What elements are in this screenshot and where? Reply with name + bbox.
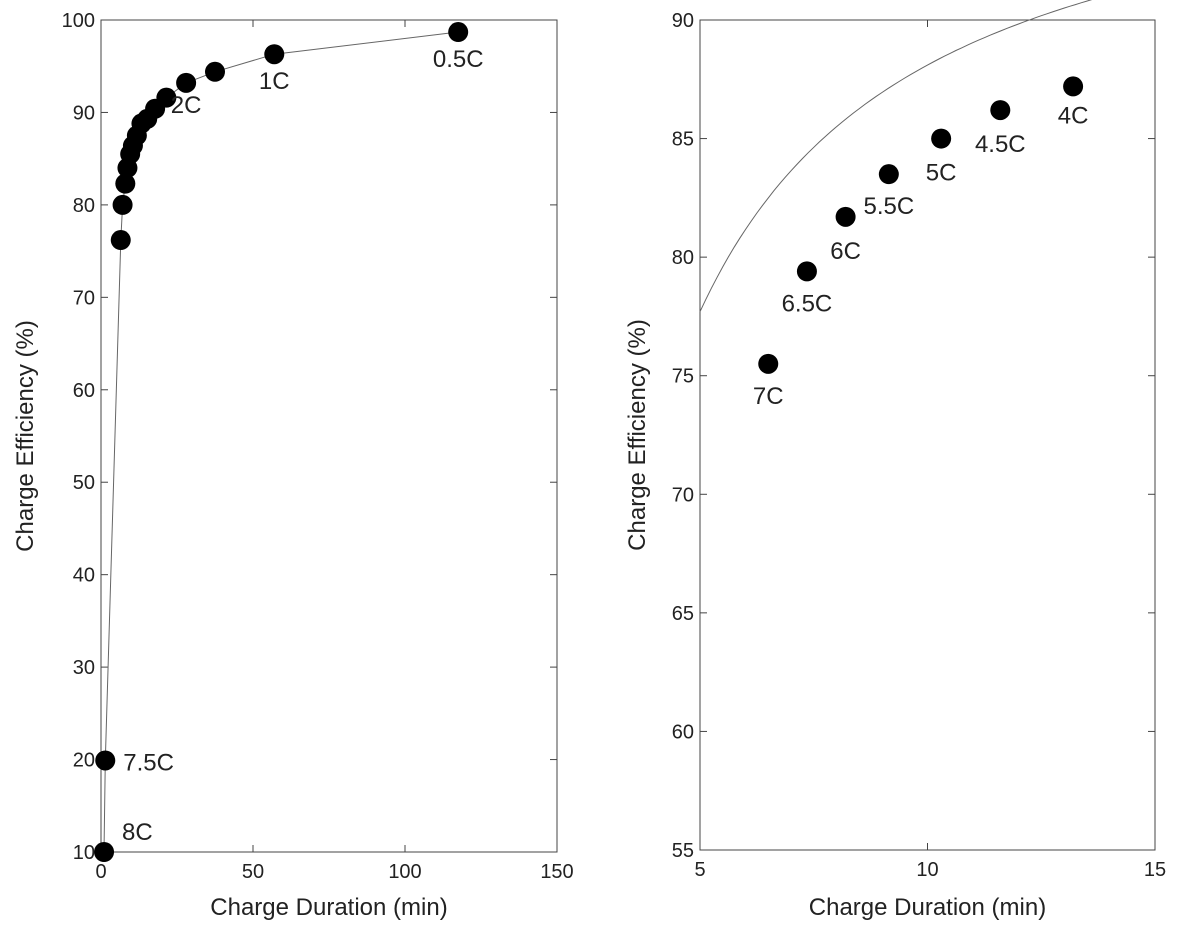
x-tick-label: 0	[95, 861, 106, 883]
series-line	[699, 0, 1093, 312]
y-tick-label: 60	[73, 380, 95, 402]
data-point-label: 6C	[830, 238, 861, 265]
data-point-label: 2C	[171, 92, 202, 119]
y-tick-label: 60	[672, 721, 694, 743]
data-point-label: 0.5C	[433, 46, 484, 73]
data-point	[758, 353, 779, 374]
series-line	[103, 31, 459, 853]
y-tick-label: 80	[672, 247, 694, 269]
data-point-label: 7.5C	[123, 749, 174, 776]
data-point	[205, 61, 225, 82]
data-point-label: 8C	[122, 819, 153, 846]
data-point-label: 4C	[1058, 102, 1089, 129]
y-tick-label: 100	[62, 10, 95, 32]
y-tick-label: 10	[73, 842, 95, 864]
data-point-label: 6.5C	[782, 290, 833, 317]
y-tick-label: 70	[73, 287, 95, 309]
plot-frame	[699, 19, 1156, 851]
y-tick-label: 40	[73, 565, 95, 587]
x-tick-label: 150	[540, 861, 573, 883]
y-tick-label: 50	[73, 472, 95, 494]
plot-frame	[100, 19, 558, 853]
data-point	[796, 261, 817, 282]
y-tick-label: 65	[672, 603, 694, 625]
data-point	[264, 44, 285, 65]
x-axis-label: Charge Duration (min)	[210, 894, 447, 921]
data-point	[990, 100, 1011, 121]
data-point	[176, 72, 197, 93]
y-tick-label: 80	[73, 195, 95, 217]
y-tick-label: 90	[672, 10, 694, 32]
y-tick-label: 30	[73, 657, 95, 679]
left-chart-panel: 10 20 30 40 50 60 70 80 90 100 0 50 100 150 Charge Dur…	[12, 10, 574, 921]
data-point-label: 5C	[926, 160, 957, 187]
y-tick-label: 20	[73, 750, 95, 772]
data-point-label: 4.5C	[975, 131, 1026, 158]
data-point	[931, 128, 952, 149]
data-point	[110, 230, 131, 251]
x-axis-label: Charge Duration (min)	[809, 894, 1046, 921]
x-tick-label: 100	[388, 861, 421, 883]
data-point	[878, 164, 899, 185]
right-chart-panel: 55 60 65 70 75 80 85 90 5 10 15 Charge Duration (mi…	[624, 0, 1166, 921]
y-axis-label: Charge Efficiency (%)	[624, 319, 651, 551]
data-point	[835, 206, 856, 227]
x-tick-label: 15	[1144, 859, 1166, 881]
x-tick-label: 10	[916, 859, 938, 881]
y-tick-label: 55	[672, 840, 694, 862]
y-tick-label: 90	[73, 102, 95, 124]
x-tick-label: 50	[242, 861, 264, 883]
y-tick-label: 75	[672, 366, 694, 388]
y-tick-label: 70	[672, 484, 694, 506]
data-point	[115, 173, 136, 194]
data-point	[156, 87, 177, 108]
x-tick-label: 5	[694, 859, 705, 881]
data-point-label: 1C	[259, 68, 290, 95]
data-point-label: 5.5C	[863, 193, 914, 220]
y-tick-label: 85	[672, 129, 694, 151]
data-point-label: 7C	[753, 383, 784, 410]
data-point	[95, 750, 116, 771]
data-point	[112, 194, 133, 215]
data-point	[1063, 76, 1084, 97]
data-point	[448, 22, 469, 43]
y-axis-label: Charge Efficiency (%)	[12, 320, 39, 552]
data-point	[94, 842, 115, 862]
